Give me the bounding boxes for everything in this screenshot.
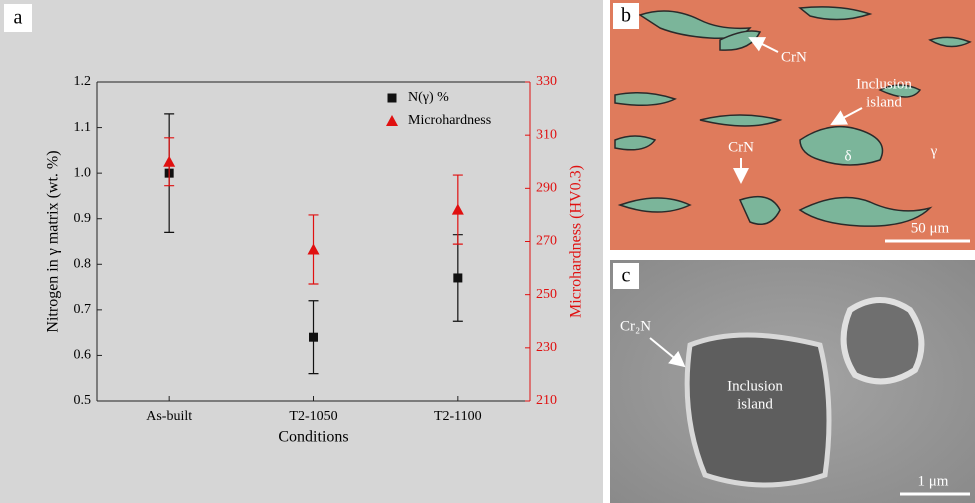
y-tick-label: 0.5 (74, 393, 92, 408)
annotation: CrN (781, 49, 807, 65)
panel-label-box (613, 3, 639, 29)
y2-axis-label: Microhardness (HV0.3) (568, 165, 585, 318)
panel-label-box (4, 4, 32, 32)
x-axis-label: Conditions (278, 429, 348, 446)
y-tick-label: 0.7 (74, 302, 92, 317)
annotation: δ (844, 148, 851, 164)
y2-tick-label: 330 (536, 74, 557, 89)
panel-b: b CrN Inclusion island δ γ CrN 50 μm (610, 0, 975, 250)
triangle-marker (163, 155, 176, 167)
panel-a-bg (0, 0, 603, 503)
annotation: island (737, 396, 773, 412)
arrow (649, 337, 686, 368)
x-tick-label: T2-1050 (289, 409, 337, 424)
y-axis-label: Nitrogen in γ matrix (wt. %) (45, 150, 62, 332)
ferrite-phase (614, 6, 972, 227)
x-tick-label: T2-1100 (434, 409, 482, 424)
arrow (748, 37, 779, 53)
panel-label: b (621, 5, 631, 27)
y2-tick-label: 250 (536, 287, 557, 302)
scale-label: 50 μm (911, 220, 950, 236)
annotation: γ (930, 143, 938, 159)
square-marker (309, 332, 318, 342)
y2-tick-label: 310 (536, 127, 557, 142)
panel-label: a (14, 7, 23, 29)
arrow (830, 107, 863, 125)
y-tick-label: 0.8 (74, 257, 92, 272)
legend-marker (386, 115, 398, 126)
legend-label: N(γ) % (408, 90, 449, 105)
y-tick-label: 1.0 (74, 165, 92, 180)
scale-label: 1 μm (918, 473, 949, 489)
panel-c: c Cr₂N Inclusion island 1 μm (610, 260, 975, 503)
y2-tick-label: 210 (536, 393, 557, 408)
triangle-marker (307, 243, 320, 255)
panel-label: c (622, 265, 631, 287)
y2-tick-label: 290 (536, 181, 557, 196)
x-tick-label: As-built (146, 409, 192, 424)
y2-tick-label: 270 (536, 234, 557, 249)
annotation: island (866, 94, 902, 110)
panel-label-box (613, 263, 639, 289)
inclusion (684, 332, 832, 488)
annotation: Inclusion (856, 76, 912, 92)
triangle-marker (451, 203, 464, 215)
particle (840, 297, 925, 385)
y-tick-label: 1.2 (74, 74, 92, 89)
y-tick-label: 1.1 (74, 120, 92, 135)
y-tick-label: 0.9 (74, 211, 92, 226)
y2-tick-label: 230 (536, 340, 557, 355)
annotation: Cr₂N (620, 318, 651, 334)
y-tick-label: 0.6 (74, 348, 92, 363)
legend-marker (387, 93, 397, 103)
square-marker (453, 273, 463, 283)
annotation: Inclusion (727, 378, 783, 394)
legend-label: Microhardness (408, 113, 491, 128)
annotation: CrN (728, 139, 754, 155)
